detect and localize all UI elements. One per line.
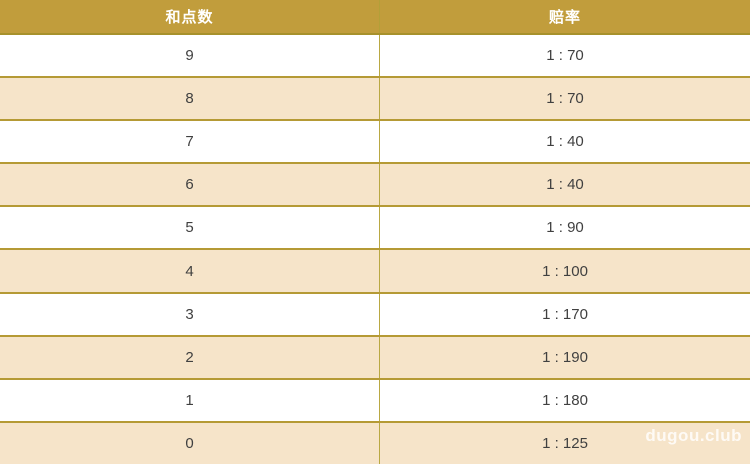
points-cell: 4 [0, 250, 380, 292]
column-header-odds: 赔率 [548, 9, 581, 26]
odds-cell: 1 : 100 [542, 262, 588, 280]
points-cell: 6 [0, 164, 380, 206]
table-row: 1 1 : 180 [0, 379, 750, 423]
points-cell: 1 [0, 379, 380, 421]
odds-cell: 1 : 190 [542, 348, 588, 366]
points-cell: 9 [0, 35, 380, 77]
odds-cell: 1 : 40 [546, 176, 584, 194]
table-row: 3 1 : 170 [0, 293, 750, 337]
odds-cell: 1 : 180 [542, 391, 588, 409]
table-row: 5 1 : 90 [0, 207, 750, 251]
odds-cell: 1 : 90 [546, 219, 584, 237]
odds-cell: 1 : 70 [546, 90, 584, 108]
odds-cell: 1 : 125 [542, 434, 588, 452]
points-cell: 7 [0, 121, 380, 163]
table-row: 2 1 : 190 [0, 336, 750, 380]
table-body: 9 1 : 70 8 1 : 70 7 1 : 40 6 1 : 40 5 1 : 90 4 1 : … [0, 35, 750, 464]
table-row: 0 1 : 125 [0, 422, 750, 464]
table-row: 6 1 : 40 [0, 164, 750, 208]
column-header-points: 和点数 [0, 0, 380, 33]
odds-cell: 1 : 170 [542, 305, 588, 323]
odds-cell: 1 : 70 [546, 47, 584, 65]
points-cell: 3 [0, 293, 380, 335]
points-cell: 8 [0, 78, 380, 120]
table-row: 4 1 : 100 [0, 250, 750, 294]
points-cell: 2 [0, 336, 380, 378]
table-header-row: 和点数 赔率 [0, 0, 750, 35]
points-cell: 0 [0, 422, 380, 464]
table-row: 7 1 : 40 [0, 121, 750, 165]
odds-cell: 1 : 40 [546, 133, 584, 151]
table-row: 8 1 : 70 [0, 78, 750, 122]
points-cell: 5 [0, 207, 380, 249]
table-row: 9 1 : 70 [0, 35, 750, 79]
